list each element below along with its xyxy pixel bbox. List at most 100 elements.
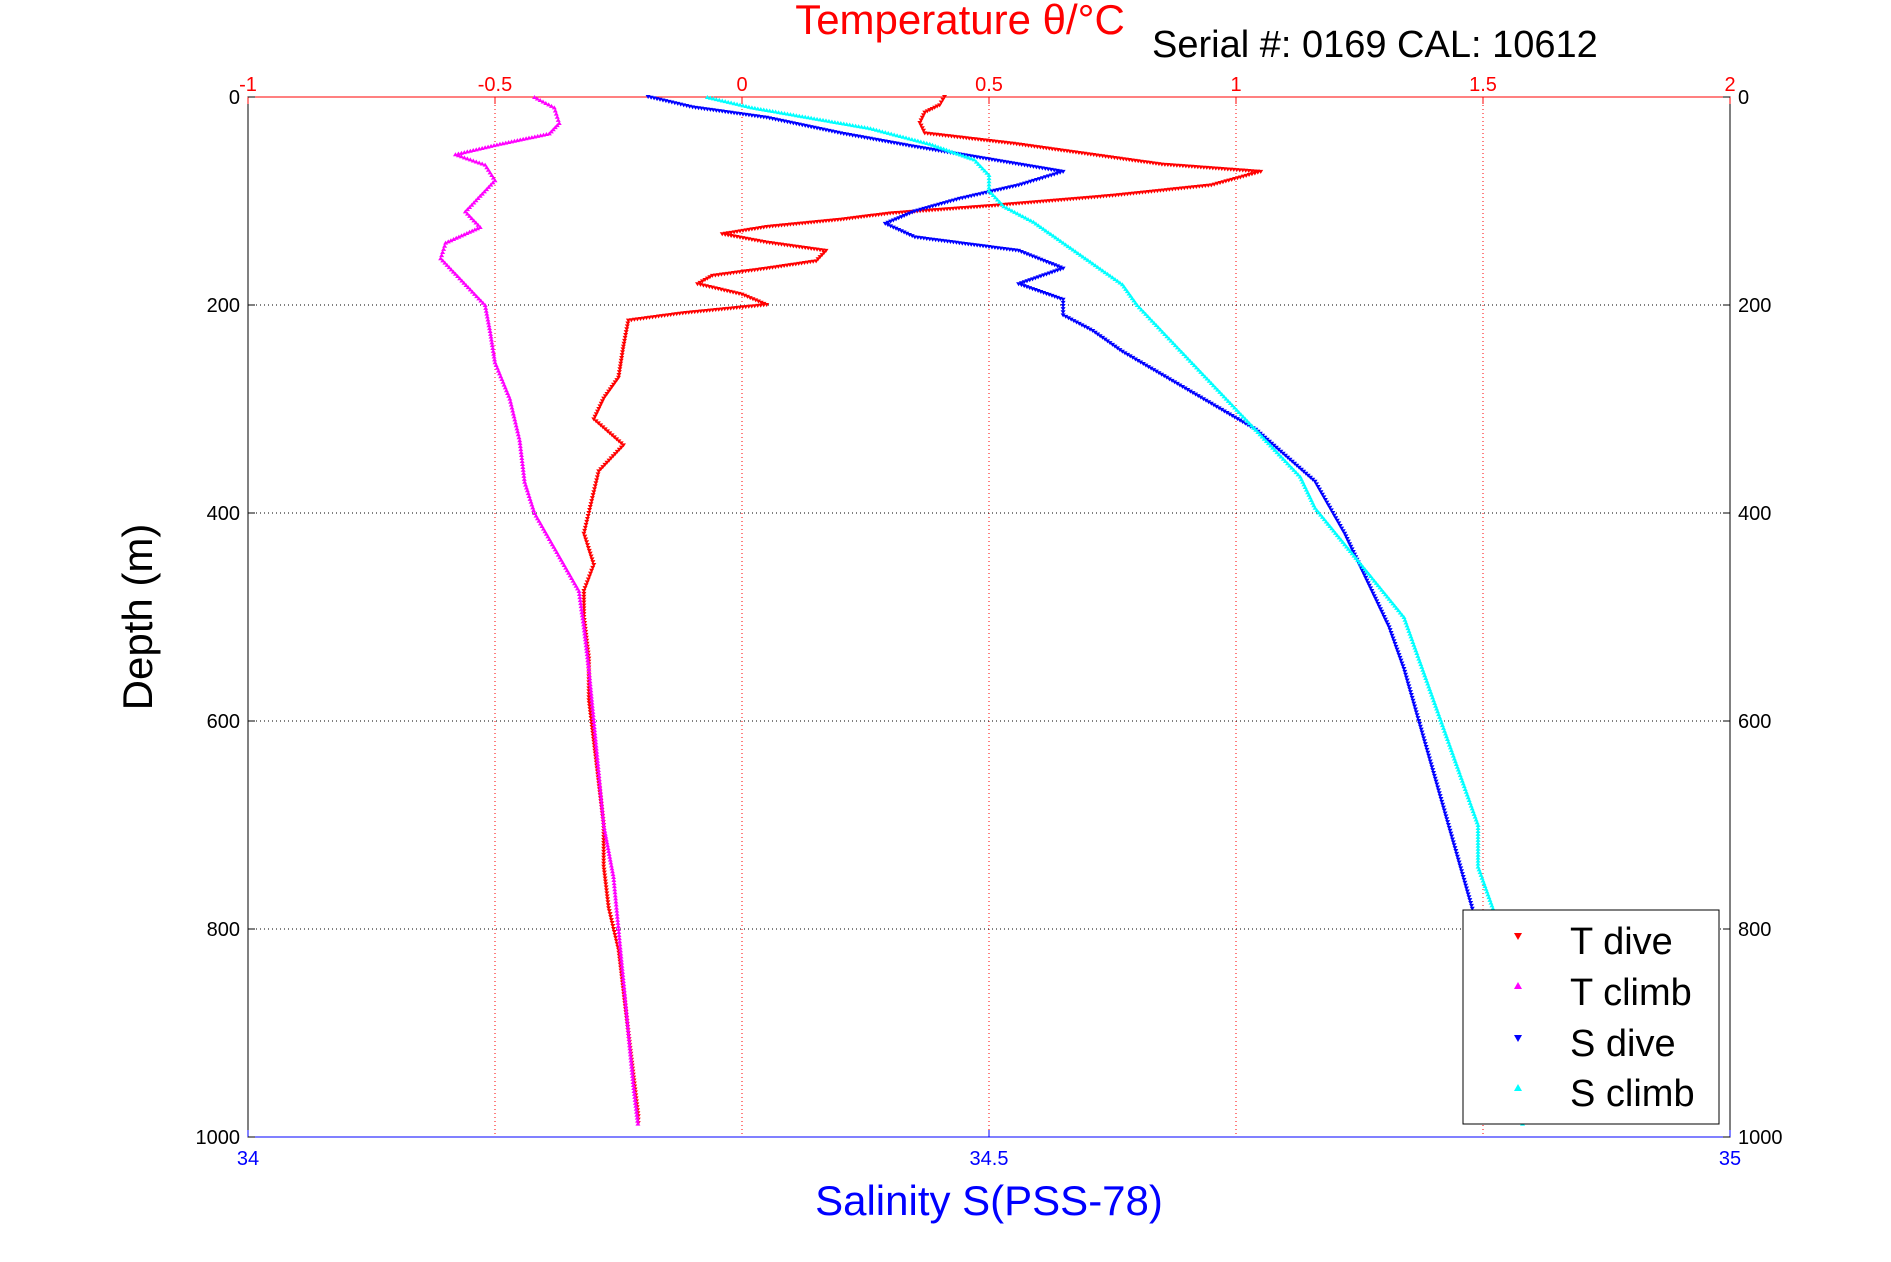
- data-point: [479, 191, 485, 196]
- data-point: [1483, 886, 1489, 891]
- data-point: [1433, 703, 1439, 708]
- data-point: [524, 488, 530, 493]
- data-point: [1425, 750, 1431, 755]
- data-point: [625, 1027, 631, 1032]
- data-point: [918, 123, 924, 128]
- data-point: [1058, 238, 1064, 243]
- data-point: [707, 95, 713, 100]
- data-point: [589, 700, 595, 705]
- data-point: [1170, 340, 1176, 345]
- data-point: [927, 141, 933, 146]
- data-point: [590, 709, 596, 714]
- data-point: [821, 251, 827, 255]
- data-point: [1314, 508, 1320, 513]
- data-point: [890, 218, 896, 223]
- data-point: [856, 124, 862, 129]
- data-point: [517, 444, 523, 449]
- data-point: [1324, 500, 1330, 505]
- data-point: [595, 409, 601, 414]
- data-point: [521, 476, 527, 481]
- data-point: [586, 673, 592, 678]
- data-point: [582, 534, 588, 539]
- data-point: [487, 170, 493, 175]
- data-point: [699, 279, 705, 284]
- data-point: [1480, 878, 1486, 883]
- data-point: [994, 197, 1000, 202]
- data-point: [588, 685, 594, 690]
- data-point: [814, 116, 820, 121]
- data-point: [609, 385, 615, 390]
- data-point: [1189, 360, 1195, 365]
- data-point: [596, 771, 602, 775]
- data-point: [611, 929, 617, 934]
- data-point: [1428, 689, 1434, 694]
- data-point: [584, 652, 590, 657]
- data-point: [1472, 814, 1478, 819]
- data-point: [627, 1046, 633, 1051]
- data-point: [632, 1100, 638, 1105]
- data-point: [1419, 664, 1425, 669]
- data-point: [467, 157, 473, 162]
- data-point: [1249, 423, 1255, 428]
- data-point: [1431, 773, 1437, 778]
- data-point: [620, 975, 626, 980]
- data-point: [1459, 872, 1465, 877]
- data-point: [1138, 360, 1144, 365]
- data-point: [702, 278, 708, 283]
- data-point: [608, 918, 614, 923]
- data-point: [986, 179, 992, 184]
- data-point: [1327, 524, 1333, 528]
- data-point: [507, 396, 513, 401]
- data-point: [743, 104, 749, 109]
- data-point: [1382, 592, 1388, 597]
- data-point: [862, 125, 868, 130]
- legend-label-t-climb: T climb: [1570, 972, 1692, 1014]
- depth-axis-title: Depth (m): [114, 524, 161, 711]
- data-point: [1127, 354, 1133, 359]
- data-point: [1119, 349, 1125, 354]
- data-point: [1316, 510, 1322, 515]
- data-point: [607, 387, 613, 392]
- data-point: [1148, 366, 1154, 371]
- data-point: [618, 957, 624, 962]
- data-point: [478, 298, 484, 303]
- data-point: [1153, 369, 1159, 374]
- data-point: [623, 333, 629, 338]
- data-point: [909, 210, 915, 215]
- data-point: [531, 508, 537, 513]
- data-point: [1428, 762, 1434, 767]
- data-point: [1090, 329, 1096, 333]
- data-point: [1446, 742, 1452, 747]
- data-point: [1464, 886, 1470, 891]
- data-point: [1253, 427, 1259, 432]
- data-point: [586, 548, 592, 553]
- data-point: [1244, 418, 1250, 423]
- data-point: [1467, 800, 1473, 805]
- data-point: [838, 121, 844, 125]
- data-point: [859, 124, 865, 129]
- data-point: [621, 982, 627, 987]
- data-point: [520, 461, 526, 466]
- data-point: [1397, 655, 1403, 660]
- data-point: [588, 719, 594, 723]
- data-point: [1065, 244, 1071, 249]
- data-point: [1441, 728, 1447, 733]
- data-point: [864, 125, 870, 130]
- data-point: [464, 231, 470, 235]
- data-point: [1423, 745, 1429, 749]
- data-point: [1097, 266, 1103, 271]
- data-point: [1465, 795, 1471, 800]
- data-point: [1421, 736, 1427, 741]
- data-point: [1381, 589, 1387, 594]
- data-point: [1208, 401, 1214, 406]
- data-point: [742, 293, 748, 298]
- data-point: [592, 484, 598, 489]
- data-point: [755, 106, 761, 111]
- data-point: [490, 175, 496, 180]
- data-point: [1385, 622, 1391, 627]
- data-point: [611, 878, 617, 883]
- legend-marker-t-climb: [1514, 982, 1522, 989]
- data-point: [1439, 720, 1445, 725]
- data-point: [585, 513, 591, 518]
- data-point: [605, 903, 611, 908]
